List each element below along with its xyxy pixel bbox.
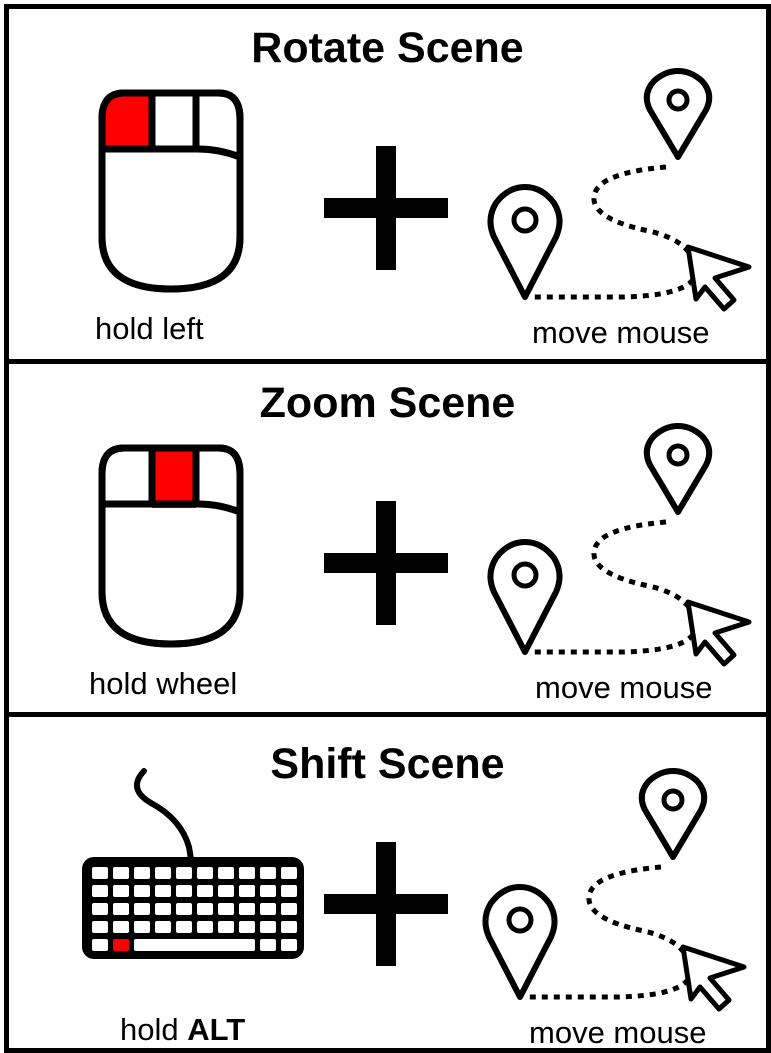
plus-icon — [324, 842, 448, 966]
motion-label: move mouse — [535, 670, 713, 705]
keyboard-key — [281, 921, 297, 933]
keyboard-key — [281, 867, 297, 879]
mouse-icon — [98, 89, 244, 293]
keyboard-cable — [134, 768, 194, 862]
keyboard-key — [155, 867, 171, 879]
keyboard-key — [155, 921, 171, 933]
panel-title: Shift Scene — [270, 740, 505, 788]
mouse-motion-graphic — [487, 68, 752, 312]
mouse-motion-graphic — [487, 423, 752, 667]
keyboard-key — [176, 903, 192, 915]
cursor-arrow-icon — [685, 599, 752, 667]
keyboard-icon — [82, 768, 304, 959]
cursor-arrow-icon — [680, 944, 747, 1012]
left-button-highlight — [105, 96, 152, 149]
keyboard-key — [197, 903, 213, 915]
location-pin-icon — [487, 184, 563, 300]
keyboard-key — [218, 867, 234, 879]
panel-rotate: Rotate Scene hold left m — [9, 9, 766, 357]
plus-icon — [324, 146, 448, 270]
keyboard-key — [176, 921, 192, 933]
keyboard-key — [197, 885, 213, 897]
keyboard-key — [260, 885, 276, 897]
motion-label: move mouse — [529, 1015, 707, 1050]
action-label: hold wheel — [89, 666, 238, 701]
keyboard-key — [218, 921, 234, 933]
keyboard-key — [134, 903, 150, 915]
keyboard-key — [218, 903, 234, 915]
wheel-highlight — [152, 450, 196, 508]
keyboard-key — [155, 903, 171, 915]
alt-key — [113, 939, 129, 951]
keyboard-key — [176, 867, 192, 879]
panel-shift: Shift Scene hold ALT move mouse — [9, 717, 766, 1048]
panel-divider — [9, 359, 766, 364]
keyboard-key — [239, 885, 255, 897]
keyboard-key — [113, 903, 129, 915]
keyboard-key — [134, 921, 150, 933]
keyboard-key — [281, 939, 297, 951]
keyboard-key — [92, 885, 108, 897]
keyboard-key — [92, 939, 108, 951]
keyboard-key — [113, 867, 129, 879]
keyboard-key — [113, 885, 129, 897]
space-key — [134, 939, 255, 951]
keyboard-key — [92, 921, 108, 933]
keyboard-key — [239, 903, 255, 915]
keyboard-key — [92, 867, 108, 879]
keyboard-key — [260, 867, 276, 879]
keyboard-key — [197, 867, 213, 879]
keyboard-key — [134, 867, 150, 879]
action-label: hold left — [95, 311, 204, 346]
cursor-arrow-icon — [685, 244, 752, 312]
keyboard-key — [197, 921, 213, 933]
action-label-prefix: hold — [120, 1012, 188, 1047]
keyboard-key — [155, 885, 171, 897]
keyboard-key — [281, 903, 297, 915]
keyboard-key — [239, 867, 255, 879]
keyboard-key — [260, 903, 276, 915]
panel-title: Rotate Scene — [251, 24, 524, 72]
keyboard-key — [92, 903, 108, 915]
action-label: hold ALT — [120, 1014, 245, 1045]
mouse-icon — [98, 444, 244, 648]
keyboard-key — [239, 921, 255, 933]
instructions-frame: Rotate Scene hold left m — [4, 4, 771, 1053]
keyboard-key — [260, 939, 276, 951]
keyboard-key — [134, 885, 150, 897]
mouse-motion-graphic — [482, 768, 747, 1012]
location-pin-icon — [482, 884, 558, 1000]
keyboard-key — [281, 885, 297, 897]
plus-icon — [324, 501, 448, 625]
location-pin-icon — [643, 68, 713, 160]
location-pin-icon — [487, 539, 563, 655]
location-pin-icon — [638, 768, 708, 860]
panel-divider — [9, 712, 766, 717]
keyboard-key — [260, 921, 276, 933]
alt-key-label: ALT — [187, 1012, 246, 1047]
keyboard-key — [176, 885, 192, 897]
panel-title: Zoom Scene — [259, 379, 516, 427]
keyboard-key — [218, 885, 234, 897]
motion-label: move mouse — [532, 315, 710, 350]
keyboard-key — [113, 921, 129, 933]
panel-zoom: Zoom Scene hold wheel mo — [9, 364, 766, 712]
location-pin-icon — [643, 423, 713, 515]
